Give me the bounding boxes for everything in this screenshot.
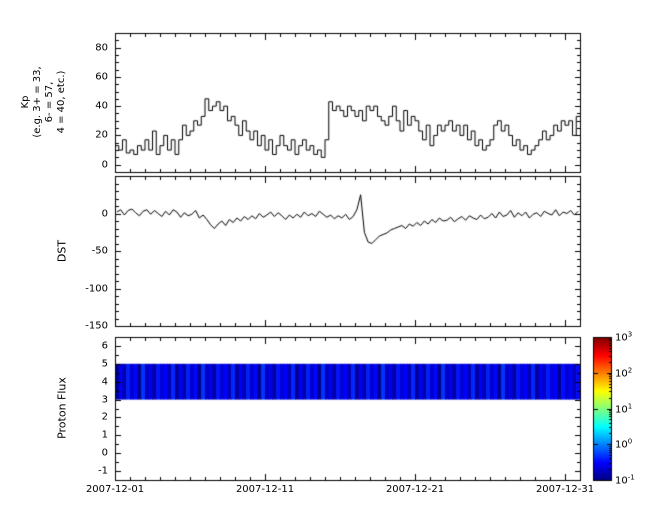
dst-axis-label: DST xyxy=(55,239,69,263)
kp-axis-label-line: Kp xyxy=(20,95,31,109)
y-tick-label: 3 xyxy=(101,394,108,406)
x-tick-label: 2007-12-21 xyxy=(385,484,445,495)
colorbar-tick-label: 10-1 xyxy=(615,473,635,487)
y-tick-label: 6 xyxy=(101,340,108,352)
y-tick-label: 0 xyxy=(101,159,108,171)
x-tick-label: 2007-12-01 xyxy=(85,484,145,495)
kp-axis-label-line: 6- = 57, xyxy=(44,81,55,123)
colorbar-tick-label: 102 xyxy=(615,366,633,380)
proton-flux-axis-label: Proton Flux xyxy=(55,377,69,439)
y-tick-label: 1 xyxy=(101,429,108,441)
x-tick-label: 2007-12-31 xyxy=(535,484,595,495)
y-tick-label: -50 xyxy=(91,245,108,257)
x-tick-label: 2007-12-11 xyxy=(235,484,295,495)
colorbar-tick-label: 101 xyxy=(615,401,633,416)
y-tick-label: -150 xyxy=(85,320,108,332)
y-tick-label: 80 xyxy=(95,42,108,54)
kp-axis-label-line: (e.g. 3+ = 33, xyxy=(32,66,43,138)
y-tick-label: -1 xyxy=(98,465,108,477)
kp-axis-label: Kp (e.g. 3+ = 33, 6- = 57, 4 = 40, etc.) xyxy=(20,66,68,137)
y-tick-label: 2 xyxy=(101,411,108,423)
y-tick-label: 5 xyxy=(101,358,108,370)
y-tick-label: -100 xyxy=(85,283,108,294)
y-tick-label: 40 xyxy=(95,100,108,112)
y-tick-label: 20 xyxy=(95,129,108,141)
colorbar-tick-label: 103 xyxy=(615,330,633,344)
kp-axis-label-line: 4 = 40, etc.) xyxy=(56,70,67,134)
colorbar-tick-label: 100 xyxy=(615,437,633,451)
y-tick-label: 0 xyxy=(101,447,108,459)
y-tick-label: 4 xyxy=(101,376,108,388)
y-tick-label: 0 xyxy=(101,208,108,219)
y-tick-label: 60 xyxy=(95,71,108,83)
